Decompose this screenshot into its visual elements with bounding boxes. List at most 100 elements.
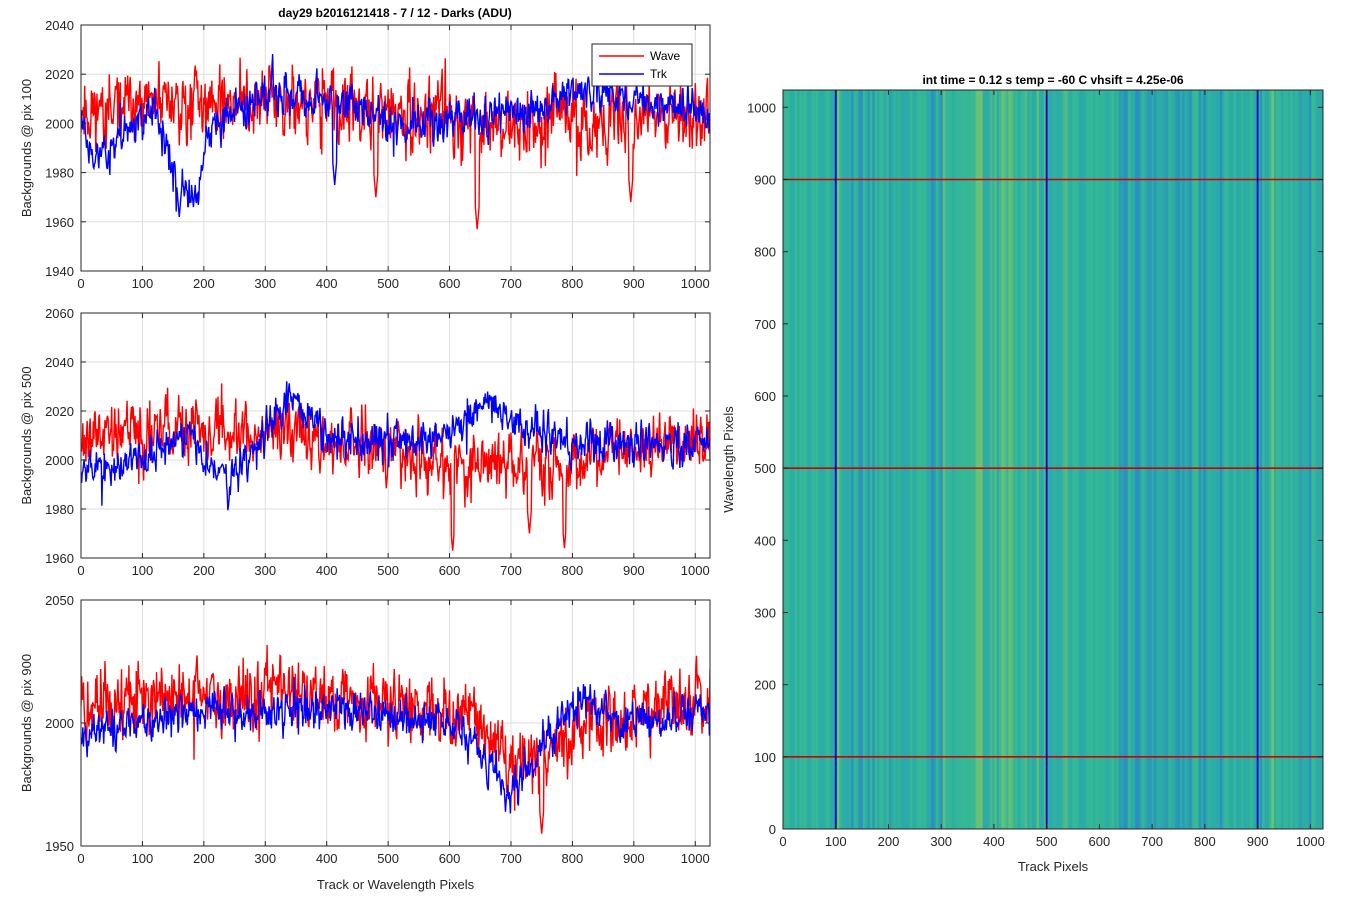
heatmap-column [1229,90,1232,829]
series-line-trk [81,54,710,217]
heatmap-column [982,90,986,829]
x-tick-label: 500 [377,563,399,578]
y-tick-label: 1980 [45,502,74,517]
heatmap-column [869,90,873,829]
heatmap-column [1170,90,1174,829]
heatmap-column [1177,90,1181,829]
heatmap-column [1090,90,1094,829]
y-tick-label: 2060 [45,306,74,321]
heatmap-column [1245,90,1249,829]
heatmap-column [848,90,852,829]
heatmap-column [907,90,911,829]
heatmap-column [1008,90,1012,829]
heatmap-column [1264,90,1267,829]
x-tick-label: 200 [193,276,215,291]
heatmap-column [1193,90,1197,829]
heatmap-column [949,90,953,829]
heatmap-column [881,90,885,829]
heatmap-column [1163,90,1166,829]
heatmap-column [1278,90,1282,829]
x-tick-label: 900 [623,276,645,291]
legend: Wave Trk [591,43,693,87]
x-tick-label: 300 [254,276,276,291]
heatmap-column [844,90,847,829]
heatmap-column [1320,90,1324,829]
heatmap-column [1266,90,1270,829]
y-tick-label: 2040 [45,355,74,370]
heatmap-column [1053,90,1056,829]
series-line-wave [81,383,710,551]
x-tick-label: 700 [500,851,522,866]
y-tick-label: 2020 [45,67,74,82]
x-axis-label: Track Pixels [1018,859,1089,874]
heatmap-column [1130,90,1134,829]
heatmap-column [1102,90,1105,829]
heatmap-column [1010,90,1014,829]
heatmap-column [970,90,974,829]
x-tick-label: 300 [254,563,276,578]
heatmap-column [975,90,979,829]
heatmap-column [1315,90,1319,829]
heatmap-column [1207,90,1211,829]
heatmap-column [820,90,824,829]
x-tick-label: 100 [132,563,154,578]
heatmap-column [905,90,908,829]
legend-box [591,43,693,87]
heatmap-column [822,90,826,829]
heatmap-column [1132,90,1136,829]
x-tick-label: 900 [623,851,645,866]
heatmap-column [837,90,840,829]
legend-label-wave: Wave [650,49,681,63]
heatmap-column [1076,90,1080,829]
heatmap-column [1118,90,1122,829]
heatmap-column [1071,90,1075,829]
heatmap-column [919,90,922,829]
heatmap-column [1196,90,1199,829]
y-tick-label: 2000 [45,716,74,731]
figure-title: day29 b2016121418 - 7 / 12 - Darks (ADU) [278,6,511,20]
heatmap-column [1034,90,1037,829]
heatmap-column [1099,90,1103,829]
heatmap-column [874,90,878,829]
x-tick-label: 700 [500,563,522,578]
heatmap-column [1182,90,1185,829]
heatmap-column [872,90,875,829]
heatmap-column [1057,90,1061,829]
heatmap-column [1146,90,1150,829]
heatmap-column [860,90,864,829]
y-tick-label: 200 [754,678,776,693]
heatmap-column [1179,90,1183,829]
heatmap-column [1083,90,1087,829]
y-tick-label: 1960 [45,551,74,566]
heatmap-column [888,90,892,829]
heatmap-column [1210,90,1213,829]
heatmap-column [1231,90,1235,829]
x-tick-label: 600 [439,851,461,866]
heatmap-column [1247,90,1251,829]
heatmap-column [1017,90,1021,829]
y-tick-label: 1980 [45,166,74,181]
heatmap-column [1280,90,1284,829]
heatmap-column [984,90,988,829]
heatmap-column [977,90,981,829]
heatmap-column [891,90,894,829]
heatmap-column [1078,90,1082,829]
heatmap-column [923,90,927,829]
heatmap-column [1006,90,1009,829]
x-tick-label: 800 [562,563,584,578]
heatmap-column [942,90,946,829]
heatmap-column [1107,90,1110,829]
heatmap-column [947,90,950,829]
x-tick-label: 700 [500,276,522,291]
heatmap-column [841,90,845,829]
heatmap-column [883,90,887,829]
heatmap-column [1283,90,1286,829]
heatmap-column [879,90,882,829]
heatmap-column [1313,90,1317,829]
heatmap-column [1067,90,1070,829]
x-tick-label: 700 [1141,834,1163,849]
heatmap-column [928,90,932,829]
y-axis-label: Wavelength Pixels [721,406,736,513]
heatmap-column [996,90,1000,829]
y-tick-label: 1950 [45,839,74,854]
